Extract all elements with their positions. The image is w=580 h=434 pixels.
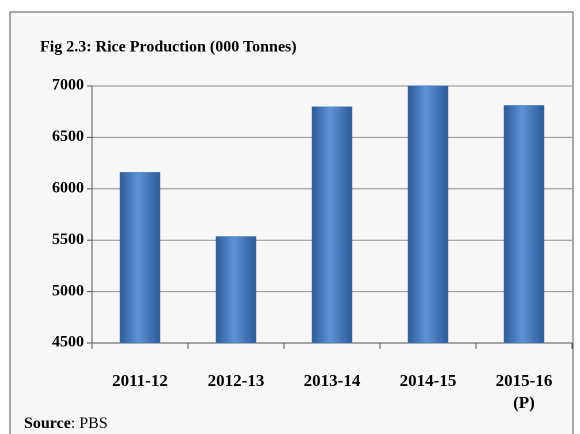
- chart-frame: [9, 11, 574, 434]
- x-tick-label: 2011-12: [112, 371, 168, 390]
- chart-title: Fig 2.3: Rice Production (000 Tonnes): [40, 39, 297, 56]
- y-tick-label: 6500: [52, 128, 84, 145]
- y-tick-label: 6000: [52, 179, 84, 196]
- bar: [407, 85, 449, 344]
- bar: [503, 105, 545, 344]
- y-tick-label: 7000: [52, 77, 84, 94]
- source-text: : PBS: [71, 415, 108, 432]
- x-tick-label: 2015-16 (P): [495, 371, 553, 412]
- y-tick-label: 5000: [52, 282, 84, 299]
- y-tick-label: 4500: [52, 334, 84, 351]
- bar: [119, 172, 161, 344]
- bar: [215, 236, 257, 344]
- x-tick-label: 2014-15: [399, 371, 457, 390]
- source: Source: PBS: [24, 415, 108, 432]
- y-tick-label: 5500: [52, 231, 84, 248]
- bar: [311, 106, 353, 344]
- source-label: Source: [24, 415, 71, 432]
- x-tick-label: 2013-14: [303, 371, 361, 390]
- x-tick-label: 2012-13: [207, 371, 265, 390]
